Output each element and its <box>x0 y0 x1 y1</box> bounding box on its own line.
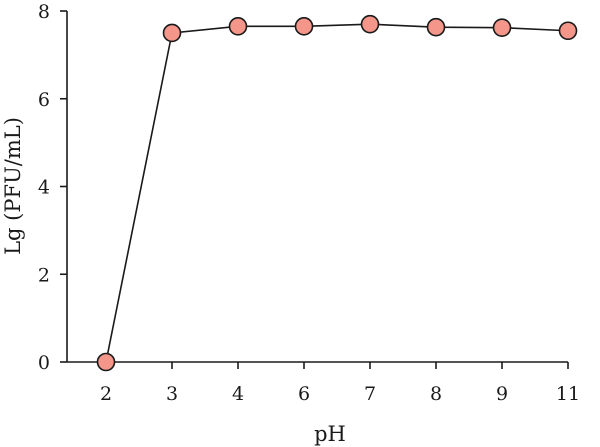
data-point <box>426 17 446 37</box>
data-point <box>360 14 380 34</box>
y-tick-label: 2 <box>38 264 50 286</box>
x-tick-label: 6 <box>298 383 310 405</box>
y-tick-label: 0 <box>38 352 50 374</box>
x-tick-label: 3 <box>166 383 178 405</box>
data-point <box>228 17 248 36</box>
data-point <box>294 17 314 36</box>
y-tick-label: 6 <box>38 89 50 111</box>
y-tick-label: 8 <box>38 1 50 23</box>
x-tick-label: 11 <box>556 383 580 405</box>
data-point <box>96 352 116 372</box>
data-point <box>162 23 182 43</box>
x-tick-label: 2 <box>100 383 112 405</box>
x-tick-label: 9 <box>496 383 508 405</box>
x-tick-label: 7 <box>364 383 376 405</box>
data-point <box>558 21 578 41</box>
data-point <box>492 18 512 37</box>
x-tick-label: 8 <box>430 383 442 405</box>
x-axis: 2 3 4 6 7 8 9 11 <box>67 361 580 405</box>
y-tick-label: 4 <box>38 177 50 199</box>
x-axis-title: pH <box>314 422 346 446</box>
series-line <box>105 23 569 363</box>
x-tick-label: 4 <box>232 383 244 405</box>
plot-area <box>96 14 578 372</box>
y-axis: 0 2 4 6 8 <box>38 1 68 374</box>
y-axis-title: Lg (PFU/mL) <box>1 117 25 255</box>
